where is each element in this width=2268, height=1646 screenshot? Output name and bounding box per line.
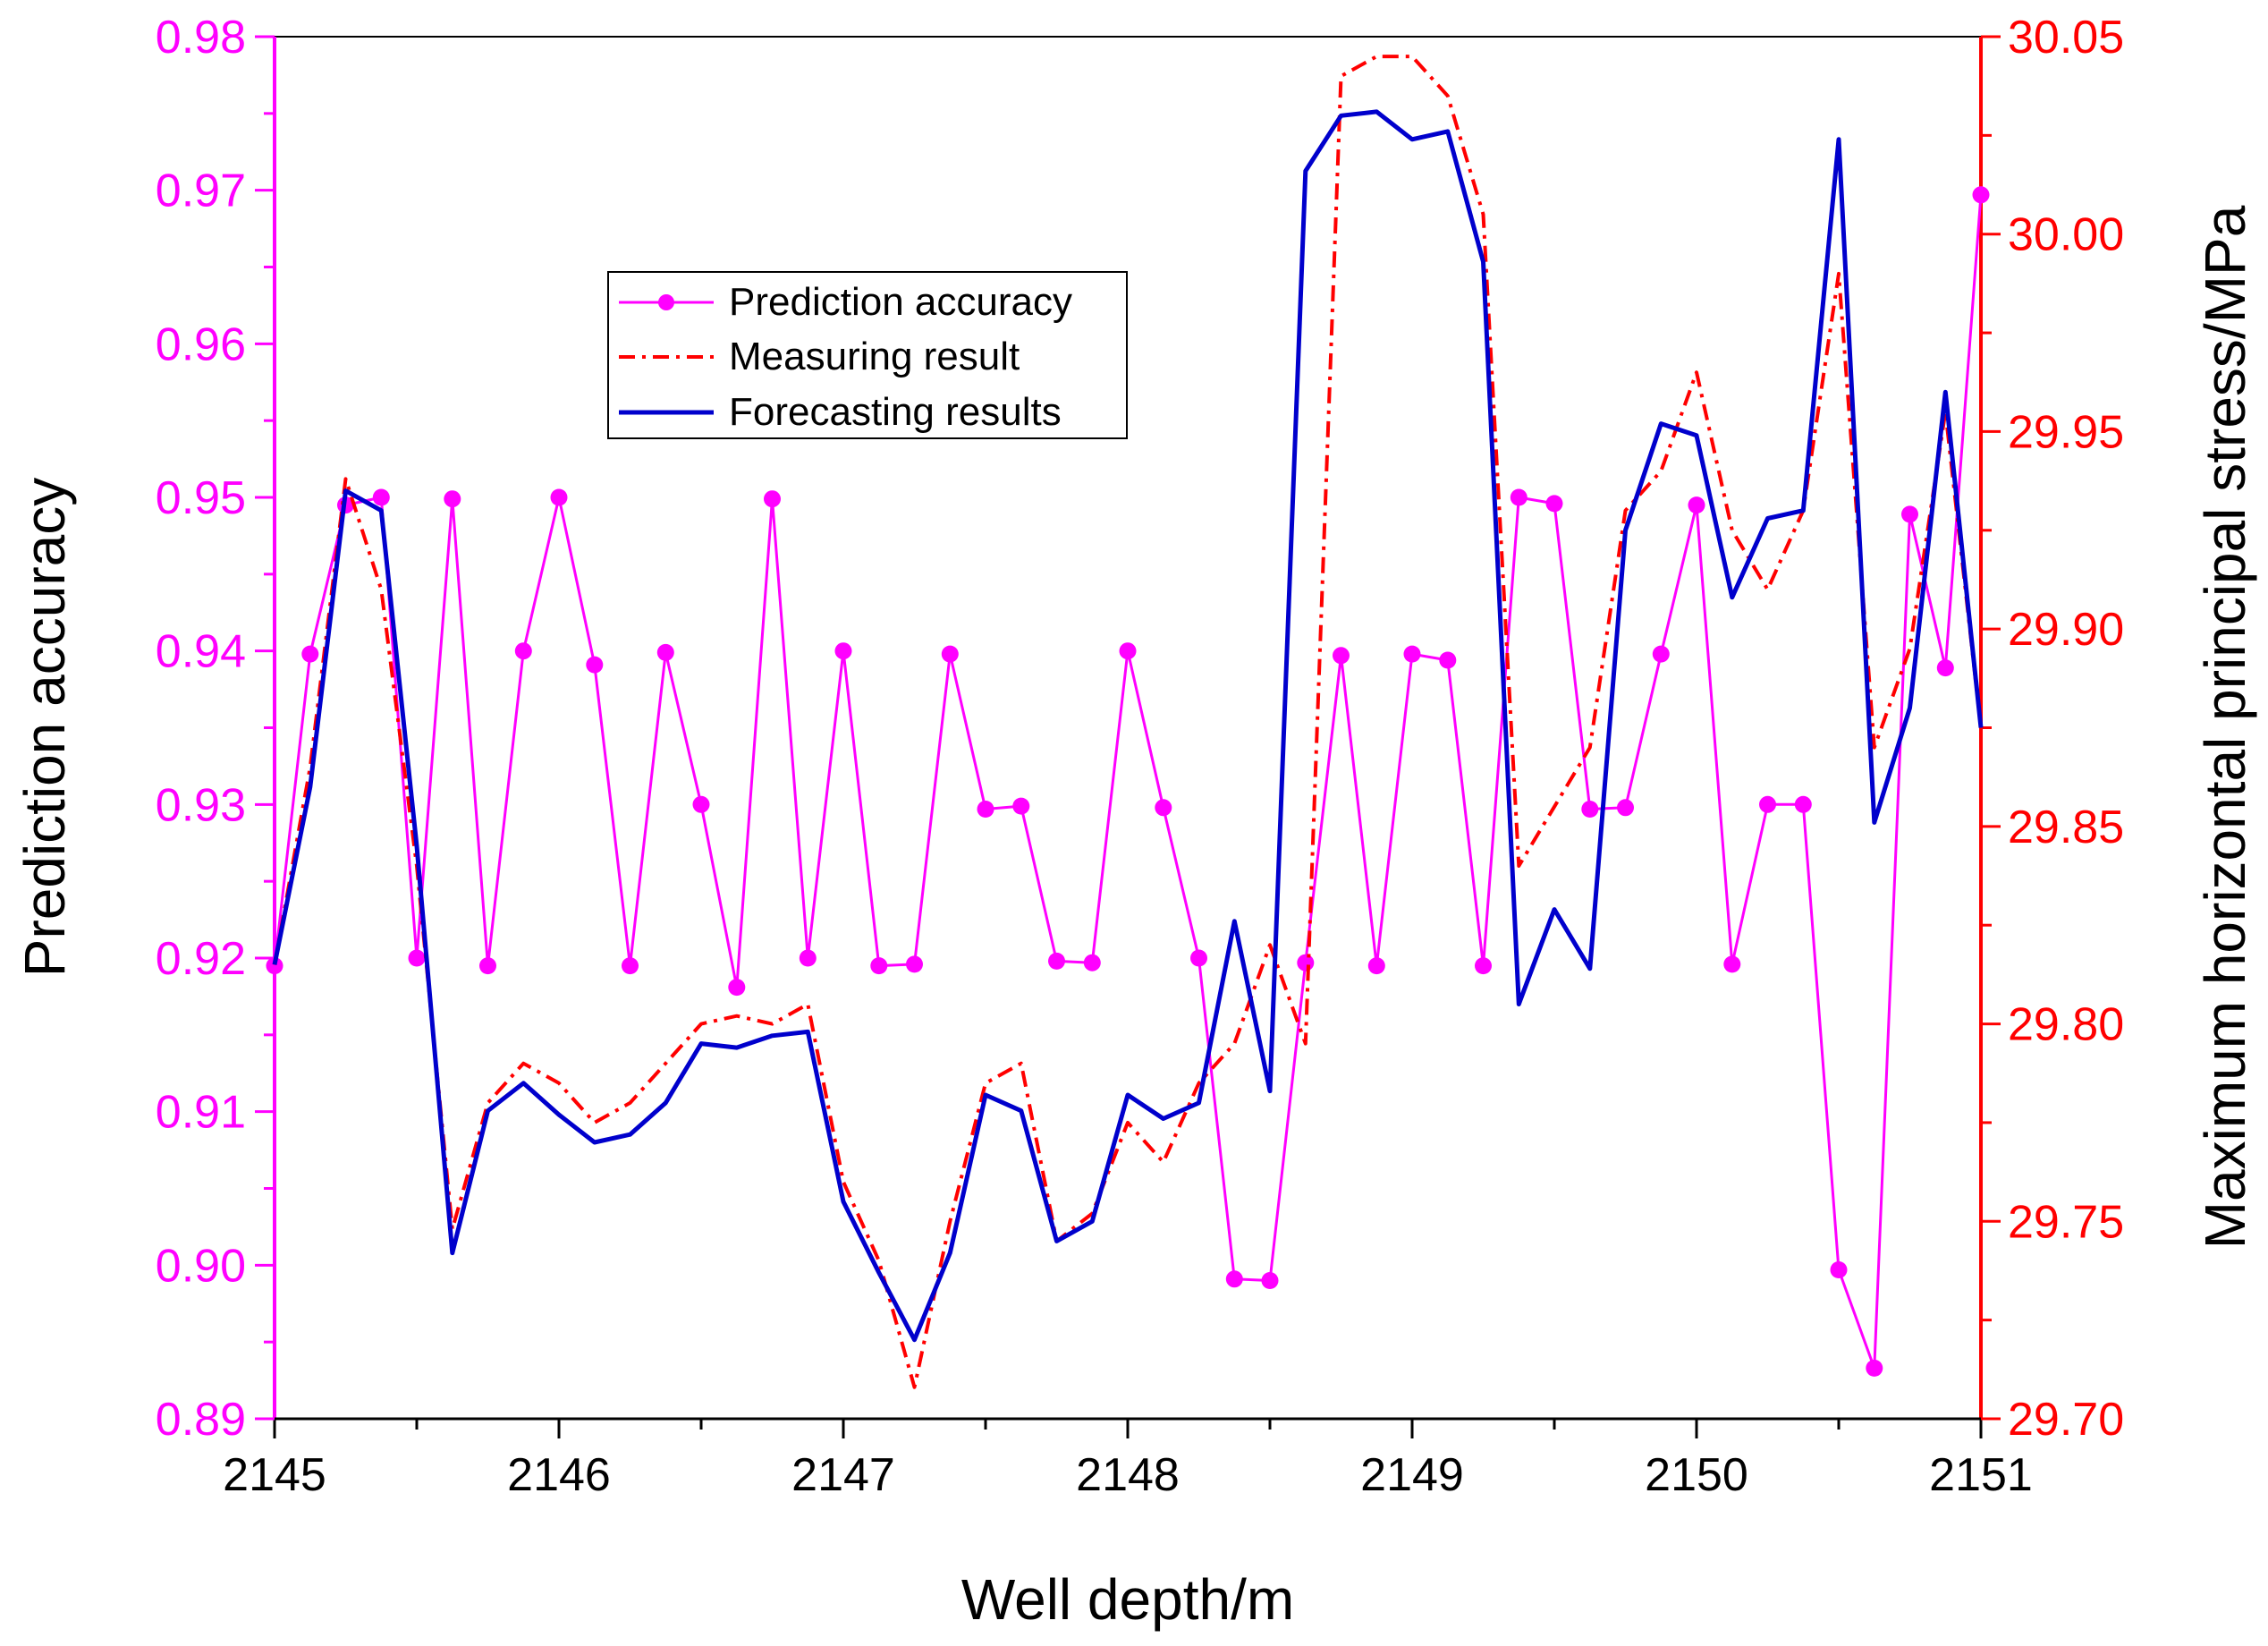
y-right-tick-label: 30.00 xyxy=(2008,209,2124,261)
y-right-tick-label: 29.85 xyxy=(2008,802,2124,853)
data-point-accuracy xyxy=(1155,799,1172,817)
y-left-tick-label: 0.93 xyxy=(156,779,246,831)
data-point-accuracy xyxy=(1083,954,1101,971)
y-left-tick-label: 0.96 xyxy=(156,318,246,370)
y-left-axis-title: Prediction accuracy xyxy=(13,478,77,977)
legend-marker-accuracy xyxy=(658,294,674,310)
data-point-accuracy xyxy=(1297,954,1315,971)
data-point-accuracy xyxy=(1581,801,1599,818)
y-right-tick-label: 29.95 xyxy=(2008,406,2124,458)
x-tick-label: 2145 xyxy=(223,1449,326,1501)
y-left-tick-label: 0.90 xyxy=(156,1240,246,1292)
x-tick-label: 2151 xyxy=(1929,1449,2033,1501)
data-point-accuracy xyxy=(799,949,817,967)
legend-item-forecasting: Forecasting results xyxy=(619,390,1062,434)
y-left-tick-label: 0.98 xyxy=(156,12,246,64)
y-left-tick-label: 0.94 xyxy=(156,626,246,678)
data-point-accuracy xyxy=(1012,797,1030,815)
x-axis-title: Well depth/m xyxy=(961,1567,1294,1632)
data-point-accuracy xyxy=(656,643,674,661)
data-point-accuracy xyxy=(1617,799,1634,817)
data-point-accuracy xyxy=(1475,957,1492,975)
y-right-axis-ticks: 29.70 29.75 29.80 29.85 29.90 29.95 30.00 30.05 xyxy=(1981,12,2124,1446)
data-point-accuracy xyxy=(692,795,710,813)
data-point-accuracy xyxy=(1048,952,1065,970)
data-point-accuracy xyxy=(301,645,319,663)
data-point-accuracy xyxy=(1333,647,1350,665)
data-point-accuracy xyxy=(266,957,284,975)
data-point-accuracy xyxy=(1901,505,1918,523)
data-point-accuracy xyxy=(1119,642,1137,660)
data-point-accuracy xyxy=(1225,1270,1243,1288)
data-point-accuracy xyxy=(444,490,461,508)
data-point-accuracy xyxy=(479,957,496,975)
data-point-accuracy xyxy=(408,949,426,967)
data-point-accuracy xyxy=(1723,955,1741,973)
data-point-accuracy xyxy=(1830,1261,1848,1278)
data-point-accuracy xyxy=(1936,659,1954,677)
legend-label-forecasting: Forecasting results xyxy=(729,390,1062,434)
data-point-accuracy xyxy=(586,656,604,674)
data-point-accuracy xyxy=(834,642,852,660)
legend-label-measuring: Measuring result xyxy=(729,335,1020,378)
x-axis-ticks: 2145 2146 2147 2148 2149 2150 2151 xyxy=(223,1419,2033,1501)
data-point-accuracy xyxy=(764,490,781,508)
legend-label-accuracy: Prediction accuracy xyxy=(729,280,1072,324)
y-left-tick-label: 0.91 xyxy=(156,1087,246,1139)
plot-area xyxy=(274,36,1982,1420)
data-point-accuracy xyxy=(1652,645,1670,663)
data-point-accuracy xyxy=(1510,488,1528,506)
y-left-tick-label: 0.89 xyxy=(156,1394,246,1446)
data-point-accuracy xyxy=(1439,651,1457,669)
series-line-forecasting xyxy=(272,109,1984,1343)
data-point-accuracy xyxy=(514,642,532,660)
y-right-axis-title: Maximum horizontal principal stress/MPa xyxy=(2193,205,2257,1249)
series-layer xyxy=(266,55,1990,1389)
data-point-accuracy xyxy=(1688,496,1705,514)
data-point-accuracy xyxy=(1759,795,1776,813)
series-line-measuring xyxy=(273,55,1983,1389)
y-left-tick-label: 0.97 xyxy=(156,165,246,217)
data-point-accuracy xyxy=(1866,1359,1883,1377)
x-tick-label: 2146 xyxy=(507,1449,611,1501)
data-point-accuracy xyxy=(941,645,959,663)
y-left-tick-label: 0.95 xyxy=(156,472,246,524)
x-tick-label: 2149 xyxy=(1360,1449,1464,1501)
y-right-tick-label: 29.90 xyxy=(2008,604,2124,656)
data-point-accuracy xyxy=(1190,949,1207,967)
data-point-accuracy xyxy=(1972,186,1990,204)
legend: Prediction accuracy Measuring result For… xyxy=(607,271,1128,439)
data-point-accuracy xyxy=(372,488,390,506)
x-tick-label: 2147 xyxy=(791,1449,895,1501)
data-point-accuracy xyxy=(622,957,639,975)
data-point-accuracy xyxy=(550,488,568,506)
legend-item-accuracy: Prediction accuracy xyxy=(619,280,1072,324)
data-point-accuracy xyxy=(1367,957,1385,975)
legend-item-measuring: Measuring result xyxy=(619,335,1020,378)
data-point-accuracy xyxy=(1545,495,1563,513)
y-right-tick-label: 29.70 xyxy=(2008,1394,2124,1446)
data-point-accuracy xyxy=(1794,795,1812,813)
data-point-accuracy xyxy=(977,801,994,818)
data-point-accuracy xyxy=(906,955,923,973)
data-point-accuracy xyxy=(728,979,746,997)
data-point-accuracy xyxy=(1403,645,1421,663)
y-right-tick-label: 30.05 xyxy=(2008,12,2124,64)
x-tick-label: 2150 xyxy=(1645,1449,1748,1501)
data-point-accuracy xyxy=(870,957,888,975)
y-left-tick-label: 0.92 xyxy=(156,933,246,985)
y-left-axis-ticks: 0.89 0.90 0.91 0.92 0.93 0.94 0.95 0.96 0.97 0.98 xyxy=(156,12,275,1446)
y-right-tick-label: 29.75 xyxy=(2008,1196,2124,1248)
data-point-accuracy xyxy=(1261,1272,1279,1289)
y-right-tick-label: 29.80 xyxy=(2008,999,2124,1051)
x-tick-label: 2148 xyxy=(1076,1449,1180,1501)
